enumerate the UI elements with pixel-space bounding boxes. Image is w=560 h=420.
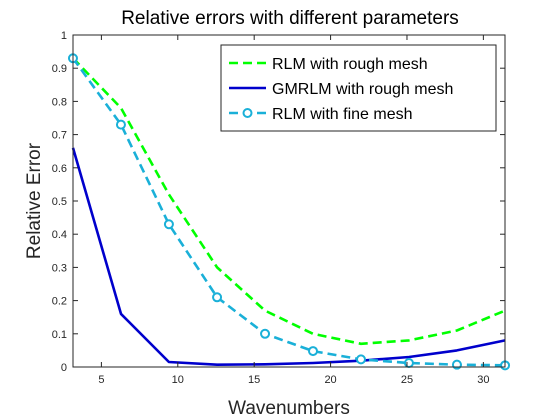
y-tick-label: 0.8: [52, 96, 67, 108]
x-axis-label: Wavenumbers: [228, 398, 350, 419]
x-tick-label: 25: [401, 374, 413, 386]
y-tick-label: 0.6: [52, 163, 67, 175]
legend-label-0: RLM with rough mesh: [272, 56, 428, 73]
x-tick-label: 30: [477, 374, 489, 386]
legend-marker: [242, 108, 253, 118]
y-tick-label: 1: [61, 30, 67, 42]
data-point: [115, 119, 126, 130]
data-point: [308, 346, 319, 357]
data-point: [212, 292, 223, 303]
x-tick-label: 20: [324, 374, 336, 386]
axes-layer: 00.10.20.30.40.50.60.70.80.915 10 15 20 25 30: [52, 30, 506, 386]
y-tick-label: 0.7: [52, 130, 67, 142]
legend-label-1: GMRLM with rough mesh: [272, 81, 453, 98]
data-point: [163, 219, 174, 230]
legend-box: [220, 44, 497, 132]
y-tick-label: 0.5: [52, 196, 67, 208]
x-tick-label: 15: [248, 374, 260, 386]
x-tick-label: 10: [172, 374, 184, 386]
series-layer: [67, 53, 511, 371]
series-line-1: [71, 147, 506, 367]
data-point: [355, 354, 366, 365]
series-line-0: [72, 57, 506, 346]
data-point: [403, 358, 414, 369]
y-tick-label: 0.9: [52, 63, 67, 75]
legend: RLM with rough mesh GMRLM with rough mesh…: [220, 44, 497, 132]
data-point: [260, 328, 271, 339]
y-tick-label: 0.4: [52, 229, 67, 241]
y-tick-label: 0: [61, 362, 67, 374]
legend-label-2: RLM with fine mesh: [272, 106, 413, 123]
series-line-2: [71, 57, 506, 367]
y-tick-label: 0.3: [52, 262, 67, 274]
chart-title: Relative errors with different parameter…: [121, 8, 459, 29]
y-tick-label: 0.1: [52, 329, 67, 341]
x-tick-label: 5: [98, 374, 104, 386]
y-axis-label: Relative Error: [24, 142, 45, 259]
y-tick-label: 0.2: [52, 296, 67, 308]
